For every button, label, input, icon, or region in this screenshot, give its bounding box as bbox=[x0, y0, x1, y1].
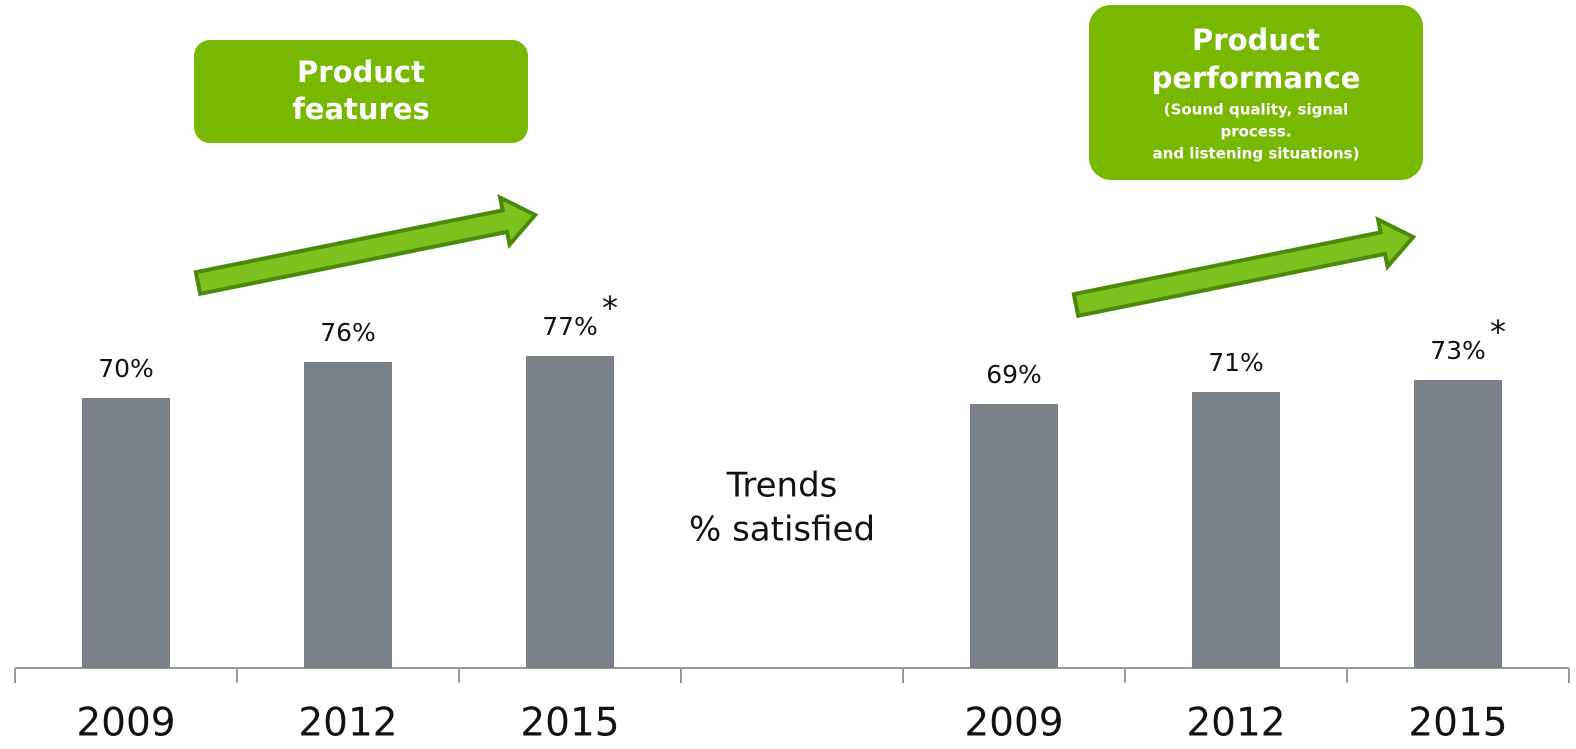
value-note: * bbox=[602, 289, 618, 327]
callout-box bbox=[1089, 5, 1423, 180]
value-label: 76% bbox=[320, 318, 376, 347]
center-label: Trends bbox=[726, 466, 838, 506]
callout-title: Product bbox=[1192, 23, 1320, 57]
x-tick-label: 2015 bbox=[1408, 701, 1507, 746]
bar bbox=[1192, 392, 1280, 668]
callout-subtitle: and listening situations) bbox=[1153, 145, 1360, 163]
callout-title: features bbox=[292, 92, 430, 126]
value-label: 71% bbox=[1208, 348, 1264, 377]
bar bbox=[82, 398, 170, 668]
callout-title: performance bbox=[1152, 61, 1361, 95]
trend-arrow bbox=[1071, 216, 1417, 319]
callout-subtitle: process. bbox=[1220, 123, 1291, 141]
x-tick-label: 2015 bbox=[520, 701, 619, 746]
value-label: 73% bbox=[1430, 336, 1486, 365]
x-tick-label: 2009 bbox=[76, 701, 175, 746]
center-label: % satisfied bbox=[689, 510, 875, 550]
x-tick-label: 2009 bbox=[964, 701, 1063, 746]
trend-arrow bbox=[193, 194, 539, 297]
value-label: 69% bbox=[986, 360, 1042, 389]
x-tick-label: 2012 bbox=[1186, 701, 1285, 746]
bar bbox=[1414, 380, 1502, 668]
bar bbox=[526, 356, 614, 668]
x-tick-label: 2012 bbox=[298, 701, 397, 746]
value-label: 70% bbox=[98, 354, 154, 383]
bar bbox=[970, 404, 1058, 668]
callout-box bbox=[194, 40, 528, 143]
value-note: * bbox=[1490, 313, 1506, 351]
value-label: 77% bbox=[542, 312, 598, 341]
bar bbox=[304, 362, 392, 668]
callout-subtitle: (Sound quality, signal bbox=[1164, 101, 1349, 119]
callout-title: Product bbox=[297, 55, 425, 89]
